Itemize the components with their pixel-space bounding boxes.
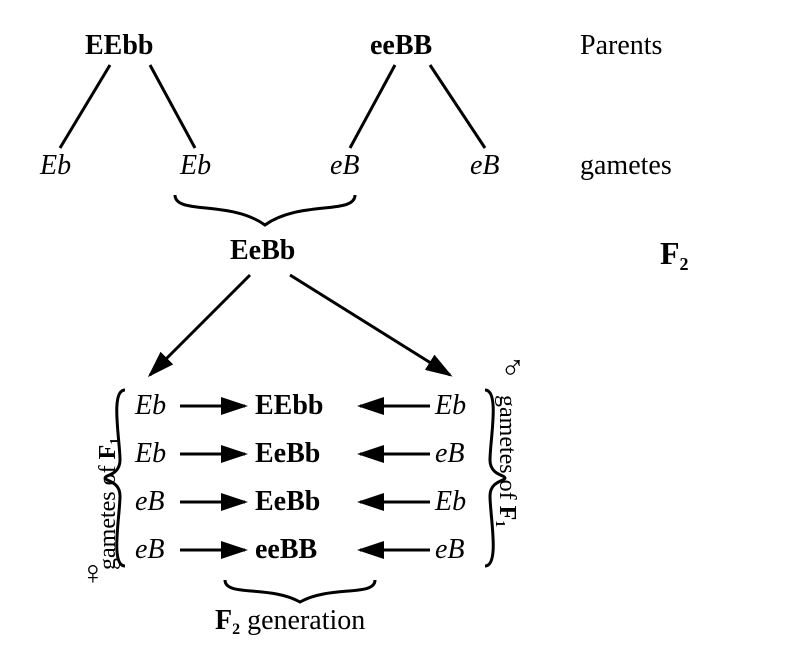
f2-caption: F2 generation: [215, 605, 365, 639]
f-sub: 2: [680, 254, 689, 274]
f2-right-1: eB: [435, 438, 465, 470]
f2-center-3: eeBB: [255, 534, 317, 566]
f2-left-2: eB: [135, 486, 165, 518]
f1-genotype: EeBb: [230, 235, 295, 267]
f2-left-1: Eb: [135, 438, 166, 470]
f2-center-2: EeBb: [255, 486, 320, 518]
gamete-3: eB: [330, 150, 360, 182]
right-vertical-label: gametes of F1: [491, 395, 520, 527]
f2-right-0: Eb: [435, 390, 466, 422]
gametes-label: gametes: [580, 150, 672, 182]
parents-label: Parents: [580, 30, 662, 62]
gamete-2: Eb: [180, 150, 211, 182]
f-label: F2: [660, 235, 689, 275]
f2-center-1: EeBb: [255, 438, 320, 470]
f2-left-0: Eb: [135, 390, 166, 422]
f2-center-0: EEbb: [255, 390, 324, 422]
left-vertical-label: gametes of F1: [95, 438, 124, 570]
f2-right-2: Eb: [435, 486, 466, 518]
male-symbol: ♂: [500, 350, 526, 388]
f2-left-3: eB: [135, 534, 165, 566]
f-main: F: [660, 235, 680, 271]
f2-right-3: eB: [435, 534, 465, 566]
parent-right: eeBB: [370, 30, 432, 62]
parent-left: EEbb: [85, 30, 154, 62]
gamete-1: Eb: [40, 150, 71, 182]
gamete-4: eB: [470, 150, 500, 182]
